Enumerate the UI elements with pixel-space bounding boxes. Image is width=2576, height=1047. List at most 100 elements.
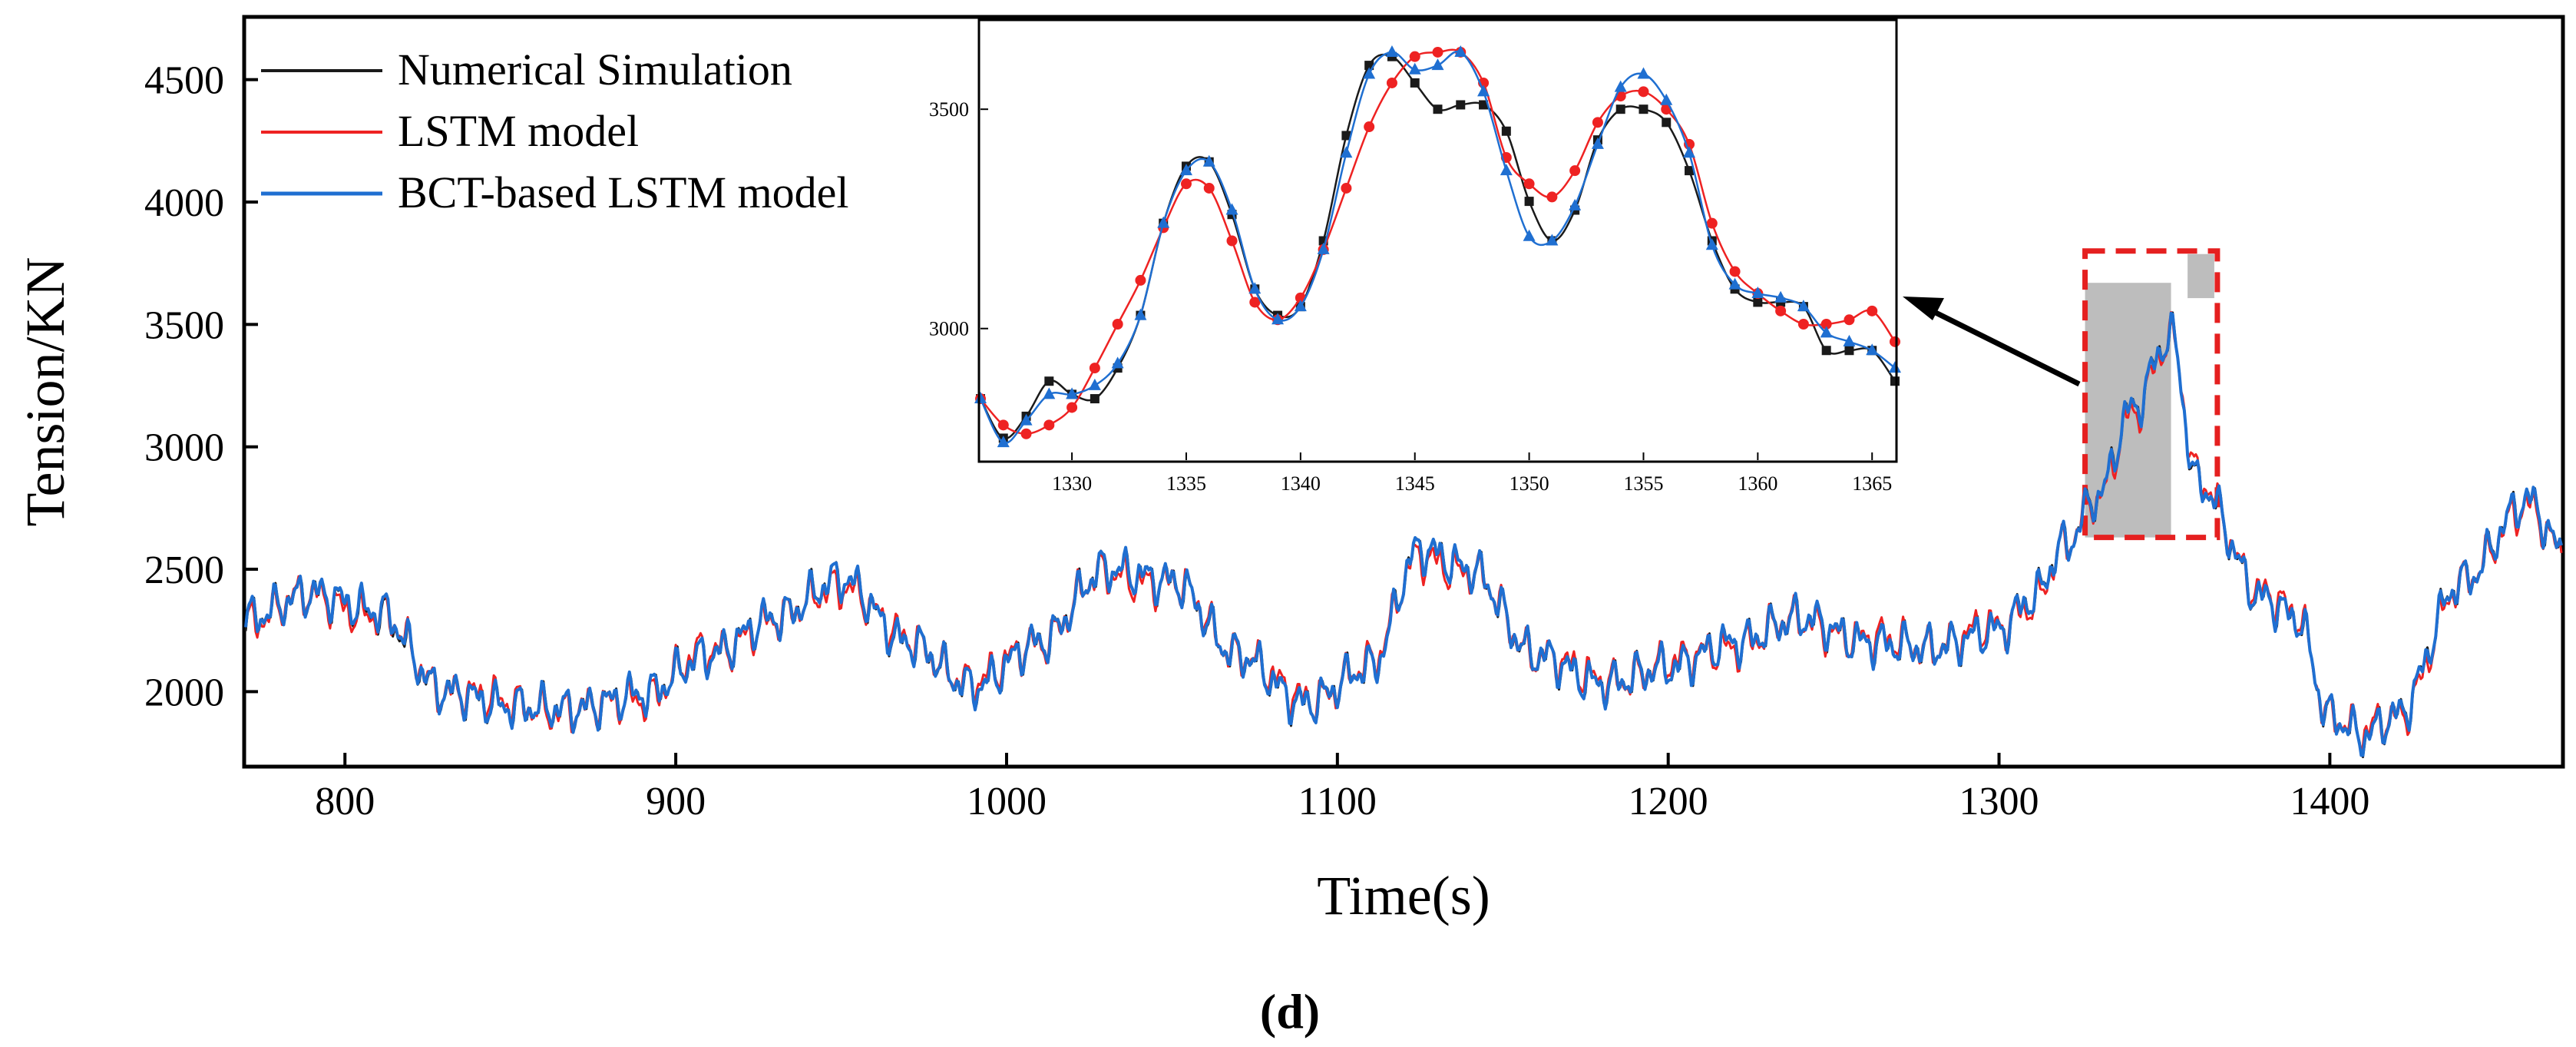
- inset-point-triangle: [1889, 361, 1901, 373]
- inset-point-triangle: [1500, 164, 1513, 176]
- inset-x-tick-label: 1345: [1395, 472, 1435, 495]
- main-x-tick-label: 800: [315, 780, 375, 823]
- inset-point-circle: [1890, 336, 1900, 347]
- inset-point-triangle: [1591, 137, 1604, 149]
- inset-point-triangle: [1317, 242, 1330, 254]
- inset-point-circle: [1569, 165, 1581, 177]
- main-y-tick-label: 2000: [144, 671, 224, 714]
- inset-y-ticks: 3000 3500: [929, 98, 988, 340]
- inset-point-circle: [1706, 217, 1718, 229]
- inset-point-circle: [1203, 182, 1215, 194]
- inset-point-circle: [1409, 51, 1420, 62]
- inset-x-tick-label: 1330: [1052, 472, 1092, 495]
- inset-point-square: [1524, 197, 1534, 207]
- inset-point-circle: [1249, 297, 1261, 308]
- inset-point-square: [1821, 346, 1831, 356]
- inset-point-square: [1479, 100, 1489, 110]
- inset-point-square: [1341, 131, 1351, 141]
- main-y-ticks: 2000 2500 3000 3500 4000 4500: [144, 59, 258, 714]
- inset-point-triangle: [1271, 313, 1285, 325]
- inset-point-circle: [1797, 318, 1809, 330]
- inset-point-circle: [1386, 77, 1397, 88]
- inset-point-triangle: [974, 392, 987, 404]
- legend: Numerical Simulation LSTM model BCT-base…: [261, 45, 849, 217]
- inset-point-circle: [1112, 318, 1123, 330]
- inset-point-triangle: [1408, 62, 1421, 75]
- main-y-tick-label: 3000: [144, 426, 224, 470]
- main-y-tick-label: 4500: [144, 59, 224, 103]
- inset-point-triangle: [1088, 378, 1101, 390]
- inset-point-triangle: [1340, 146, 1353, 158]
- panel-letter: d: [1276, 984, 1304, 1039]
- inset-point-triangle: [1385, 45, 1398, 57]
- main-x-tick-label: 1300: [1959, 780, 2039, 823]
- inset-point-triangle: [1866, 343, 1879, 356]
- inset-point-square: [1639, 104, 1648, 114]
- legend-label-lstm: LSTM model: [398, 106, 639, 156]
- inset-point-square: [1044, 376, 1054, 386]
- inset-point-triangle: [1477, 84, 1490, 97]
- inset-point-circle: [1523, 178, 1535, 190]
- inset-point-circle: [1432, 46, 1443, 58]
- inset-x-tick-label: 1350: [1510, 472, 1549, 495]
- inset-point-circle: [1638, 86, 1649, 98]
- inset-point-square: [1456, 100, 1466, 110]
- inset-point-circle: [997, 419, 1009, 431]
- inset-series-lines: [974, 45, 1901, 448]
- main-y-tick-label: 2500: [144, 548, 224, 592]
- inset-x-tick-label: 1340: [1281, 472, 1321, 495]
- x-axis-label: Time(s): [1317, 865, 1490, 926]
- inset-point-triangle: [1614, 80, 1627, 92]
- main-plot-frame: [242, 15, 2565, 769]
- inset-point-triangle: [1728, 277, 1741, 290]
- inset-point-triangle: [1637, 67, 1650, 79]
- main-line-bct-based-lstm-model: [244, 311, 2563, 757]
- inset-point-circle: [1180, 178, 1192, 190]
- inset-point-triangle: [1043, 387, 1056, 399]
- zoom-shade-corner: [2187, 253, 2214, 299]
- inset-y-tick-label: 3000: [929, 318, 969, 340]
- main-x-ticks: 800 900 1000 1100 1200 1300 1400: [315, 753, 2369, 823]
- main-x-tick-label: 900: [646, 780, 706, 823]
- inset-point-square: [1685, 166, 1695, 176]
- inset-point-circle: [1135, 274, 1146, 286]
- inset-point-triangle: [1523, 229, 1536, 241]
- inset-point-circle: [1592, 117, 1603, 128]
- main-x-tick-label: 1400: [2290, 780, 2369, 823]
- inset-point-square: [1753, 297, 1763, 307]
- y-axis-label: Tension/KN: [15, 257, 76, 527]
- inset-point-triangle: [1843, 334, 1856, 346]
- inset-point-triangle: [997, 436, 1010, 448]
- inset-point-circle: [1043, 419, 1055, 431]
- zoom-arrow: [1903, 297, 2081, 387]
- inset-point-triangle: [1225, 203, 1238, 215]
- inset-point-triangle: [1431, 58, 1444, 71]
- main-x-tick-label: 1000: [967, 780, 1047, 823]
- inset-x-tick-label: 1355: [1623, 472, 1663, 495]
- inset-point-triangle: [1797, 300, 1810, 312]
- inset-point-triangle: [1134, 308, 1147, 320]
- inset-point-circle: [1729, 266, 1741, 277]
- inset-point-circle: [1066, 402, 1078, 413]
- inset-point-circle: [1341, 182, 1352, 194]
- inset-series-bct-based-lstm-model: [974, 45, 1901, 448]
- inset-point-circle: [1020, 428, 1032, 439]
- inset-point-square: [1090, 394, 1100, 404]
- inset-point-square: [1501, 126, 1511, 136]
- inset-x-tick-label: 1360: [1738, 472, 1777, 495]
- zoom-box: [2082, 248, 2221, 541]
- inset-point-circle: [1364, 121, 1375, 133]
- main-series-lines: [244, 310, 2563, 758]
- inset-point-triangle: [1820, 326, 1833, 338]
- inset-point-triangle: [1774, 290, 1787, 303]
- legend-label-bct: BCT-based LSTM model: [398, 167, 849, 217]
- inset-point-square: [1615, 104, 1625, 114]
- inset-point-triangle: [1751, 287, 1764, 299]
- inset-point-circle: [1820, 318, 1832, 330]
- legend-label-numerical: Numerical Simulation: [398, 45, 792, 94]
- inset-x-ticks: 1330 1335 1340 1345 1350 1355 1360 1365: [1052, 452, 1892, 495]
- inset-x-tick-label: 1365: [1852, 472, 1892, 495]
- inset-point-triangle: [1202, 154, 1215, 167]
- inset-point-triangle: [1454, 45, 1467, 57]
